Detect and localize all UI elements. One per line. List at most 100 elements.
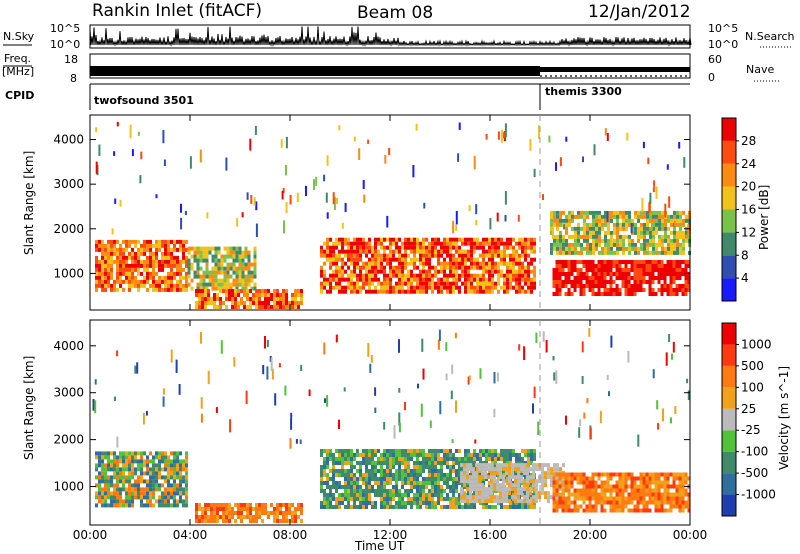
echo-cell [347,273,350,278]
echo-cell [460,499,463,504]
echo-cell [329,281,332,286]
echo-cell [678,492,682,497]
echo-cell [380,257,383,262]
echo-cell [449,489,452,493]
echo-cell [353,273,356,278]
echo-cell [527,461,530,465]
echo-cell [128,279,131,284]
echo-cell [122,271,125,276]
echo-scatter [95,161,98,174]
echo-cell [297,515,300,519]
echo-cell [628,214,631,219]
echo-cell [533,237,536,242]
echo-cell [291,297,294,301]
echo-cell [413,453,416,457]
echo-cell [220,262,224,267]
echo-cell [649,234,652,239]
echo-cell [561,260,565,264]
echo-cell [380,477,383,481]
echo-cell [365,269,368,274]
echo-cell [98,487,101,492]
echo-cell [214,266,218,271]
echo-cell [428,477,431,481]
echo-cell [359,241,362,246]
echo-cell [131,459,134,464]
echo-cell [368,489,371,493]
echo-cell [407,481,410,485]
echo-cell [506,457,509,461]
echo-cell [419,257,422,262]
echo-cell [588,504,592,509]
echo-cell [550,230,553,235]
echo-cell [217,278,221,283]
echo-cell [146,259,149,264]
echo-cell [285,519,288,523]
echo-cell [598,234,601,239]
echo-cell [386,257,389,262]
echo-cell [113,467,116,472]
echo-cell [485,453,488,457]
echo-cell [173,475,176,480]
echo-cell [582,496,586,501]
echo-cell [371,261,374,266]
echo-cell [615,472,619,477]
echo-cell [167,475,170,480]
echo-cell [416,289,419,294]
echo-cell [140,491,143,496]
echo-cell [594,480,598,485]
echo-cell [594,472,598,477]
echo-cell [518,269,521,274]
echo-cell [449,261,452,266]
echo-cell [356,265,359,270]
echo-cell [146,243,149,248]
echo-cell [670,218,673,223]
echo-cell [338,273,341,278]
echo-cell [523,487,526,492]
echo-cell [466,463,469,468]
echo-cell [591,292,595,296]
echo-cell [675,264,679,268]
echo-cell [568,218,571,223]
colorbar-frame [721,322,737,517]
echo-scatter [162,130,165,144]
echo-cell [383,489,386,493]
echo-cell [95,247,98,252]
echo-scatter [278,363,281,368]
echo-cell [356,261,359,266]
echo-cell [576,508,580,513]
echo-cell [258,515,261,519]
echo-cell [681,496,685,501]
echo-cell [449,501,452,505]
echo-cell [530,497,533,501]
echo-cell [134,451,137,456]
echo-cell [332,453,335,457]
echo-scatter [116,350,119,357]
echo-cell [158,487,161,492]
echo-cell [134,283,137,288]
echo-cell [201,511,204,515]
echo-cell [416,457,419,461]
echo-cell [353,257,356,262]
echo-cell [359,465,362,469]
echo-cell [161,459,164,464]
echo-cell [350,453,353,457]
echo-cell [119,487,122,492]
echo-cell [235,278,239,283]
echo-cell [398,497,401,501]
echo-cell [101,279,104,284]
echo-cell [193,254,197,259]
echo-cell [642,472,646,477]
echo-cell [398,477,401,481]
echo-cell [509,257,512,262]
echo-cell [588,264,592,268]
echo-cell [365,473,368,477]
echo-cell [479,473,482,477]
echo-cell [446,265,449,270]
echo-cell [625,218,628,223]
echo-cell [556,214,559,219]
echo-cell [443,281,446,286]
echo-cell [550,226,553,231]
echo-cell [167,495,170,500]
echo-cell [125,243,128,248]
echo-cell [434,501,437,505]
